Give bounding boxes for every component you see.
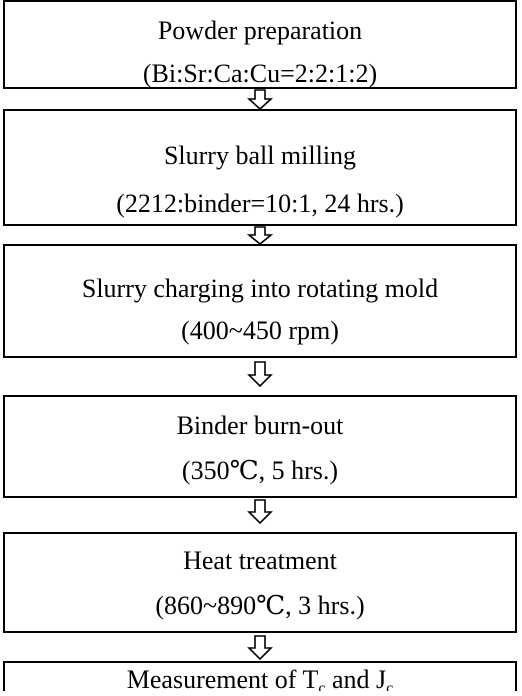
text-run: Heat treatment [183,546,338,575]
text-run: (860~890℃, 3 hrs.) [155,591,364,620]
step-text: Slurry ball milling [164,141,356,170]
step-box [3,395,517,498]
text-run: Slurry charging into rotating mold [82,274,438,303]
step-text: (Bi:Sr:Ca:Cu=2:2:1:2) [143,59,377,88]
step-box [3,0,517,89]
step-text: Slurry charging into rotating mold [82,274,438,303]
text-run: (Bi:Sr:Ca:Cu=2:2:1:2) [143,59,377,88]
step-text: Binder burn-out [177,411,345,440]
text-run: (400~450 rpm) [181,316,339,345]
step-box [3,661,517,696]
step-box [3,109,517,226]
text-run: Measurement of T [127,665,319,691]
step-text: (350℃, 5 hrs.) [182,456,338,485]
text-run: (2212:binder=10:1, 24 hrs.) [116,189,404,218]
step-text: (2212:binder=10:1, 24 hrs.) [116,189,404,218]
text-run: (350℃, 5 hrs.) [182,456,338,485]
down-arrow [246,89,274,111]
text-run: and J [325,665,386,691]
step-box [3,532,517,633]
down-arrow [247,635,273,661]
down-arrow [246,226,274,246]
step-text: (400~450 rpm) [181,316,339,345]
step-text: Heat treatment [183,546,338,575]
subscript: c [386,680,393,691]
subscript: c [318,680,325,691]
down-arrow [247,361,273,388]
step-text: (860~890℃, 3 hrs.) [155,591,364,620]
text-run: Binder burn-out [177,411,345,440]
text-run: Slurry ball milling [164,141,356,170]
down-arrow [247,499,273,525]
step-text: Powder preparation [158,16,362,45]
text-run: Powder preparation [158,16,362,45]
step-text: Measurement of Tc and Jc [127,665,393,691]
